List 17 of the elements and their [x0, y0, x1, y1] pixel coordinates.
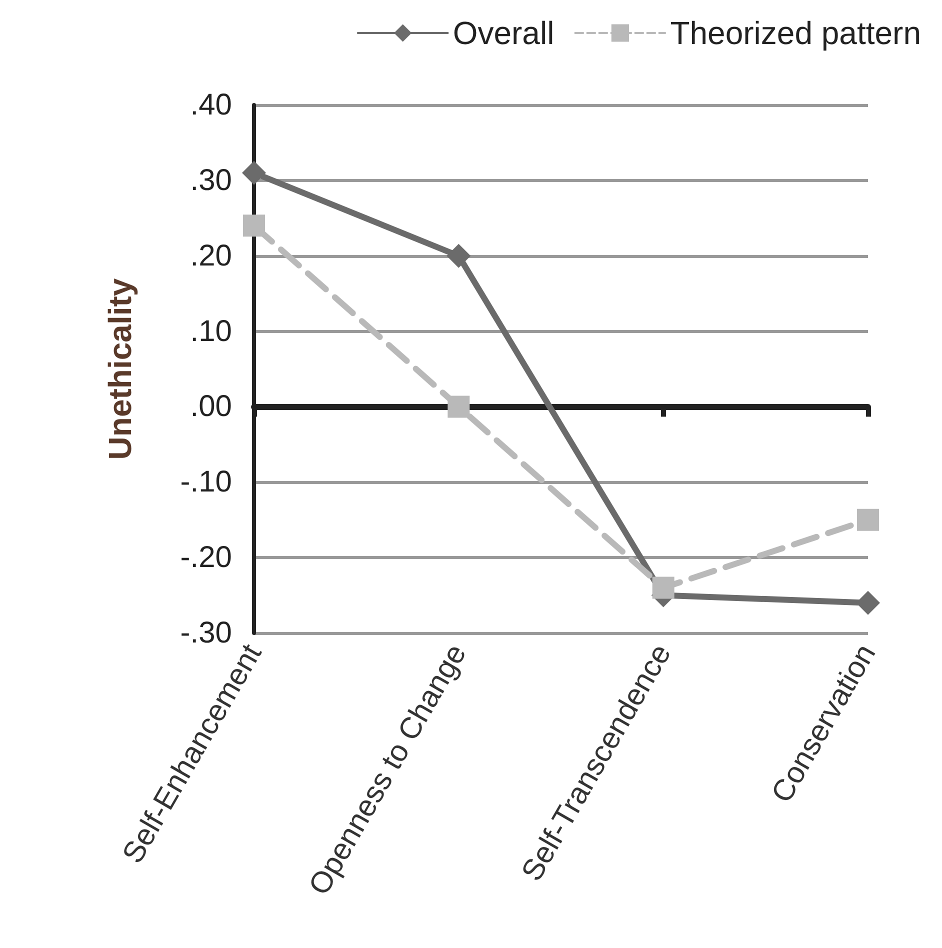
point [446, 244, 471, 268]
point [652, 576, 674, 599]
y-tick-label: .10 [190, 314, 232, 348]
point [448, 396, 470, 418]
point [857, 508, 879, 531]
legend-label: Overall [452, 15, 554, 51]
y-tick-label: -.10 [180, 466, 232, 499]
y-tick-label: .00 [190, 390, 232, 424]
y-tick-label: .30 [190, 164, 232, 197]
y-axis-title: Unethicality [102, 278, 138, 460]
y-tick-label: -.20 [180, 541, 232, 574]
point [243, 214, 265, 237]
legend-label: Theorized pattern [670, 15, 921, 51]
point [242, 160, 266, 185]
y-tick-label: .40 [190, 88, 232, 122]
y-tick-label: .20 [190, 239, 232, 272]
y-tick-label: -.30 [180, 616, 232, 650]
